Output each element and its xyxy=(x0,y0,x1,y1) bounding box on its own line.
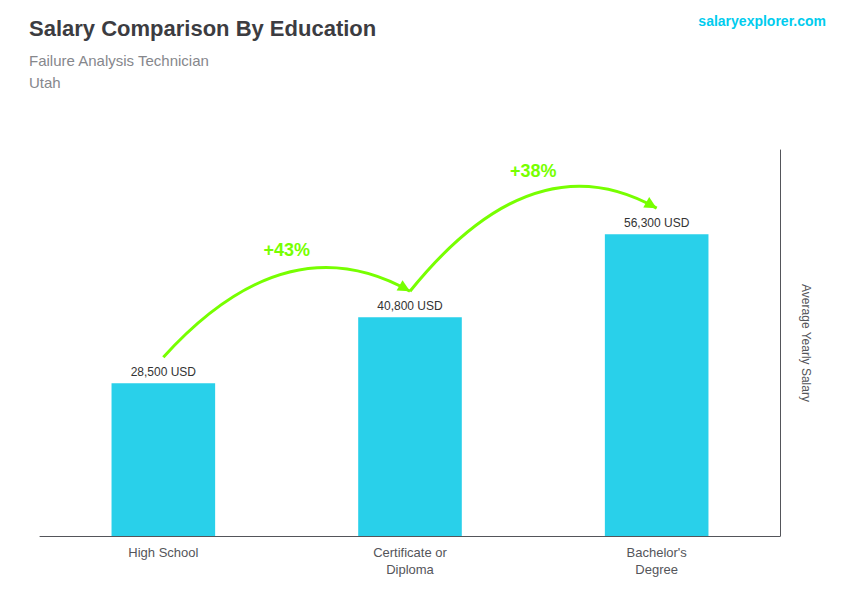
svg-text:Average Yearly Salary: Average Yearly Salary xyxy=(799,284,813,402)
svg-text:Utah: Utah xyxy=(29,74,61,91)
svg-text:Bachelor's: Bachelor's xyxy=(627,545,688,560)
svg-text:+38%: +38% xyxy=(510,161,557,181)
svg-text:Degree: Degree xyxy=(635,562,678,577)
svg-text:Failure Analysis Technician: Failure Analysis Technician xyxy=(29,52,209,69)
svg-text:Salary Comparison By Education: Salary Comparison By Education xyxy=(29,16,376,41)
svg-text:Certificate or: Certificate or xyxy=(373,545,447,560)
svg-text:56,300 USD: 56,300 USD xyxy=(624,216,690,230)
svg-text:salaryexplorer.com: salaryexplorer.com xyxy=(698,13,826,29)
svg-text:+43%: +43% xyxy=(263,240,310,260)
svg-text:40,800 USD: 40,800 USD xyxy=(377,299,443,313)
svg-text:Diploma: Diploma xyxy=(386,562,434,577)
svg-text:High School: High School xyxy=(128,545,198,560)
svg-text:28,500 USD: 28,500 USD xyxy=(131,365,197,379)
